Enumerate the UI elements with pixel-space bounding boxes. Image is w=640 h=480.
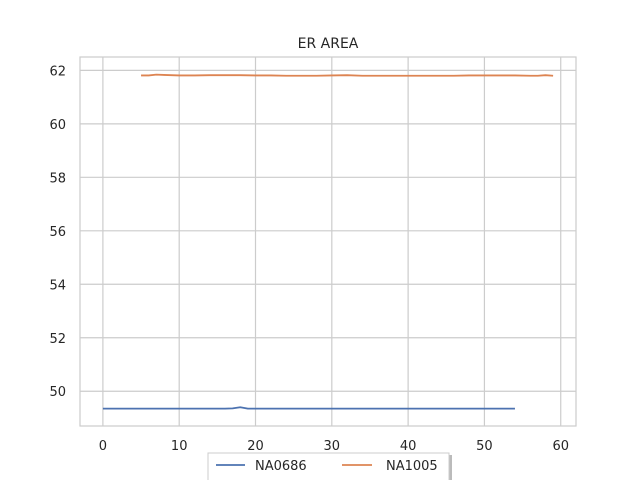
- y-tick-label: 52: [49, 332, 66, 347]
- x-tick-label: 60: [552, 439, 569, 454]
- grid-lines: [80, 57, 576, 426]
- y-tick-label: 62: [49, 64, 66, 79]
- y-tick-label: 60: [49, 118, 66, 133]
- legend-label-na1005: NA1005: [386, 459, 438, 474]
- x-tick-label: 40: [400, 439, 417, 454]
- y-tick-label: 54: [49, 278, 66, 293]
- x-tick-label: 20: [247, 439, 264, 454]
- x-tick-label: 30: [324, 439, 341, 454]
- tick-labels: 0 10 20 30 40 50 60 50 52 54 56 58 60 62: [49, 64, 569, 454]
- series-line-na0686: [102, 406, 515, 410]
- x-tick-label: 50: [476, 439, 493, 454]
- legend: NA0686 NA1005: [207, 452, 452, 480]
- x-tick-label: 0: [99, 439, 107, 454]
- x-tick-label: 10: [171, 439, 188, 454]
- legend-box: [207, 452, 450, 480]
- y-tick-label: 56: [49, 225, 66, 240]
- y-tick-label: 58: [49, 171, 66, 186]
- plot-area: [79, 56, 577, 427]
- series-lines: [102, 73, 554, 410]
- chart-title: ER AREA: [298, 36, 359, 52]
- series-line-na1005: [141, 73, 554, 77]
- y-tick-label: 50: [49, 385, 66, 400]
- legend-label-na0686: NA0686: [255, 459, 307, 474]
